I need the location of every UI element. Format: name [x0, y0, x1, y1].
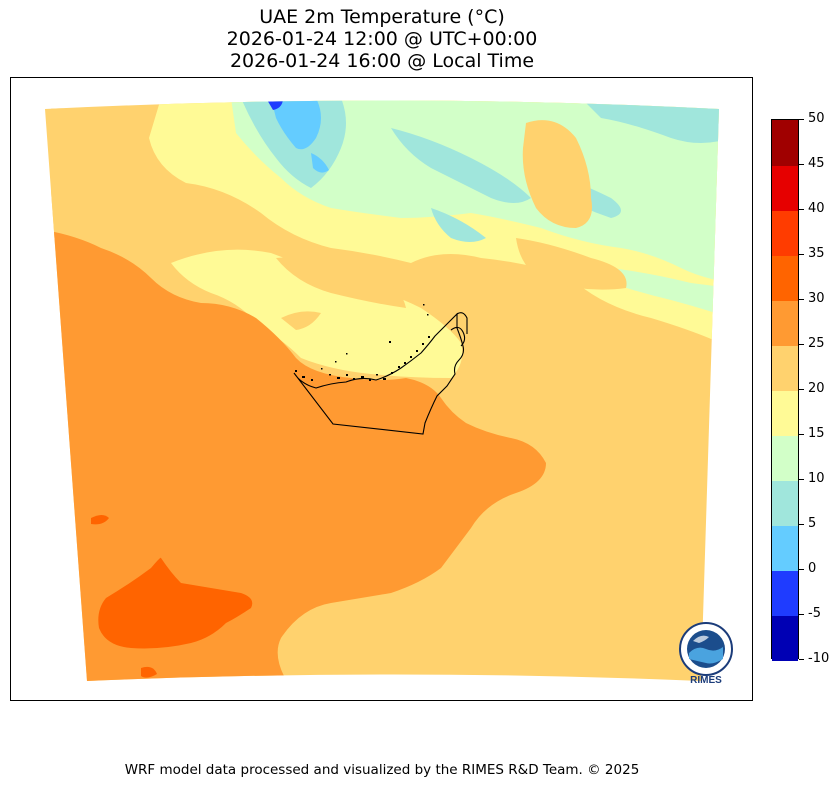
colorbar-tick	[799, 389, 804, 390]
credit-footer: WRF model data processed and visualized …	[124, 762, 640, 778]
rimes-emblem-icon	[679, 622, 733, 676]
coastline-islands	[295, 304, 430, 381]
uae-border	[293, 312, 465, 435]
colorbar-tick-label: -5	[808, 606, 821, 621]
zone-30-35-southwest	[98, 557, 253, 649]
colorbar-tick	[799, 119, 804, 120]
colorbar-tick-label: 40	[808, 201, 825, 216]
uae-musandam	[450, 312, 468, 347]
zone-0-5-spot	[311, 153, 329, 173]
colorbar-tick-label: -10	[808, 651, 830, 666]
zone-20-25-central-patch	[276, 256, 406, 308]
colorbar-tick-label: 25	[808, 336, 825, 351]
colorbar-segment	[772, 525, 798, 571]
colorbar-tick-label: 45	[808, 156, 825, 171]
zone-5-10-streak-2	[391, 128, 531, 203]
zone-20-25-west-patch	[51, 108, 181, 238]
colorbar-segment	[772, 615, 798, 661]
zone-30-35-small-1	[91, 515, 109, 525]
colorbar-tick-label: 5	[808, 516, 817, 531]
colorbar-tick	[799, 479, 804, 480]
zone-20-25-coast-inlet	[281, 311, 321, 330]
colorbar-tick	[799, 254, 804, 255]
colorbar-tick	[799, 299, 804, 300]
colorbar-tick	[799, 524, 804, 525]
colorbar-tick-label: 20	[808, 381, 825, 396]
zone-5-10-streak-5	[431, 208, 486, 242]
colorbar-segment	[772, 435, 798, 481]
zone-30-35-small-2	[141, 666, 157, 678]
title-line-1: UAE 2m Temperature (°C)	[259, 6, 505, 28]
title-line-3: 2026-01-24 16:00 @ Local Time	[229, 50, 535, 72]
title-line-2: 2026-01-24 12:00 @ UTC+00:00	[226, 28, 538, 50]
colorbar-tick-label: 15	[808, 426, 825, 441]
colorbar-tick-label: 0	[808, 561, 817, 576]
colorbar-tick	[799, 659, 804, 660]
zone-20-25-north-patch	[522, 120, 592, 228]
colorbar-segment	[772, 345, 798, 391]
colorbar-segment	[772, 390, 798, 436]
colorbar-tick	[799, 434, 804, 435]
chart-title: UAE 2m Temperature (°C) 2026-01-24 12:00…	[0, 6, 764, 72]
colorbar-segment	[772, 300, 798, 346]
colorbar-tick-label: 50	[808, 111, 825, 126]
logo-text: RIMES	[690, 675, 722, 686]
zone-10-15-east	[611, 268, 719, 318]
colorbar	[771, 119, 799, 661]
colorbar-tick	[799, 614, 804, 615]
temperature-map	[45, 100, 719, 681]
colorbar-segment	[772, 210, 798, 256]
colorbar-tick-label: 30	[808, 291, 825, 306]
zone-5-10-streak-3	[581, 100, 719, 143]
colorbar-tick-label: 35	[808, 246, 825, 261]
zone-0-5-north	[271, 100, 321, 150]
colorbar-segment	[772, 570, 798, 616]
colorbar-segment	[772, 120, 798, 166]
zone-20-25-east-patch	[516, 238, 627, 290]
colorbar-tick	[799, 209, 804, 210]
colorbar-tick-label: 10	[808, 471, 825, 486]
colorbar-segment	[772, 165, 798, 211]
rimes-logo: RIMES	[675, 619, 737, 689]
map-frame	[10, 77, 753, 701]
colorbar-segment	[772, 255, 798, 301]
colorbar-tick	[799, 344, 804, 345]
colorbar-segment	[772, 480, 798, 526]
colorbar-tick	[799, 569, 804, 570]
colorbar-tick	[799, 164, 804, 165]
